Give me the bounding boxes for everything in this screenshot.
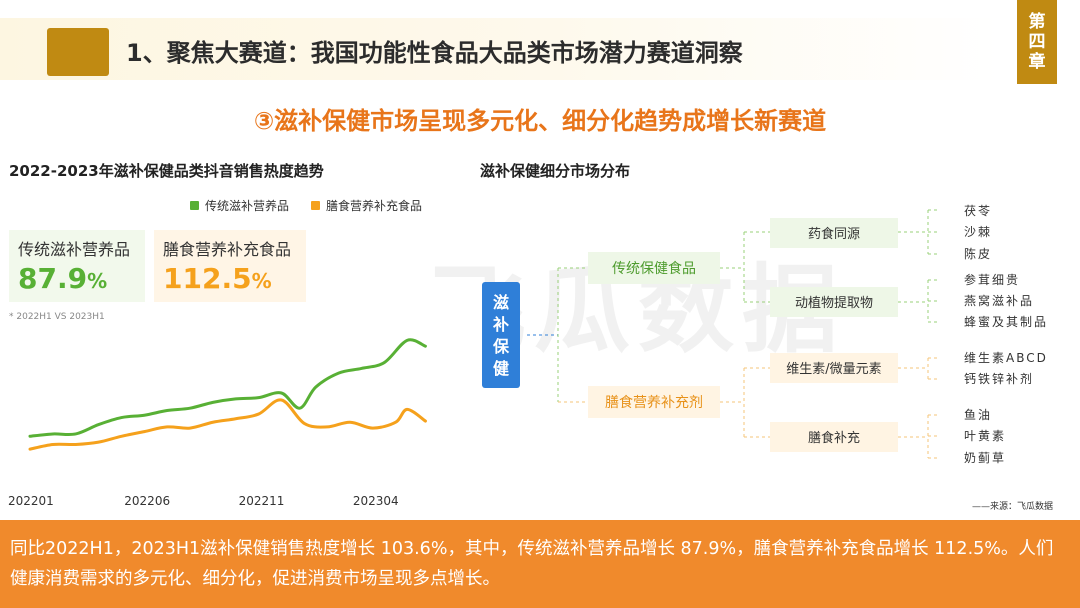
- tree-leaf: 钙铁锌补剂: [964, 371, 1034, 386]
- chart-legend: 传统滋补营养品 膳食营养补充食品: [190, 197, 422, 214]
- section-subtitle: ③滋补保健市场呈现多元化、细分化趋势成增长新赛道: [253, 107, 827, 135]
- connector-leaves-1: [898, 209, 940, 255]
- tree-root-char: 保: [492, 337, 510, 356]
- stat-value: 87.9%: [18, 262, 108, 295]
- tree-child-node: [770, 218, 898, 248]
- tree-leaf: 沙棘: [964, 225, 992, 239]
- tree-leaf: 叶黄素: [964, 429, 1006, 443]
- tree-child-node: [770, 287, 898, 317]
- tree-leaf: 陈皮: [964, 246, 992, 261]
- stat-card-traditional: 传统滋补营养品 87.9%: [9, 230, 145, 302]
- tree-leaf: 参茸细贵: [964, 272, 1020, 287]
- tree-leaf: 茯苓: [964, 204, 992, 218]
- x-tick-label: 202201: [8, 494, 54, 508]
- series-line-traditional: [28, 338, 427, 438]
- tree-root-char: 滋: [493, 293, 509, 312]
- legend-swatch-orange: [311, 201, 321, 210]
- x-tick-label: 202211: [239, 494, 285, 508]
- summary-band: 同比2022H1，2023H1滋补保健销售热度增长 103.6%，其中，传统滋补…: [0, 520, 1080, 608]
- x-tick-label: 202304: [353, 494, 399, 508]
- tree-leaf: 燕窝滋补品: [964, 293, 1034, 308]
- compare-note: * 2022H1 VS 2023H1: [9, 312, 105, 322]
- tree-title: 滋补保健细分市场分布: [480, 162, 631, 180]
- tree-root-char: 健: [493, 359, 509, 378]
- tree-leaf: 蜂蜜及其制品: [964, 314, 1048, 329]
- source-note: ——来源：飞瓜数据: [972, 502, 1054, 512]
- tree-root-node: [482, 282, 520, 388]
- legend-label: 传统滋补营养品: [205, 199, 290, 213]
- tree-child-label: 维生素/微量元素: [786, 362, 881, 377]
- tree-child-node: [770, 422, 898, 452]
- header-accent-block: [47, 28, 109, 76]
- tree-branch-label: 膳食营养补充剂: [605, 394, 703, 411]
- x-tick-label: 202206: [124, 494, 170, 508]
- trend-line-chart: 202201 202206 202211 202304: [8, 338, 427, 508]
- connector-leaves-2: [898, 279, 940, 323]
- legend-item-traditional: 传统滋补营养品: [190, 197, 289, 214]
- legend-swatch-green: [190, 201, 199, 210]
- legend-item-dietary: 膳食营养补充食品: [311, 197, 422, 214]
- tree-child-node: [770, 353, 898, 383]
- series-line-dietary: [28, 398, 427, 451]
- tree-branch-label: 传统保健食品: [612, 260, 696, 277]
- tree-child-label: 药食同源: [808, 226, 860, 242]
- legend-label: 膳食营养补充食品: [326, 199, 423, 213]
- stat-label: 膳食营养补充食品: [163, 240, 292, 259]
- tree-leaf: 鱼油: [964, 408, 992, 422]
- tree-branch-node-traditional: [588, 252, 720, 284]
- chart-title: 2022-2023年滋补保健品类抖音销售热度趋势: [9, 162, 324, 180]
- stat-value: 112.5%: [163, 262, 272, 295]
- tree-branch-node-dietary: [588, 386, 720, 418]
- connector-leaves-3: [898, 357, 940, 380]
- tree-leaf: 奶蓟草: [964, 451, 1006, 465]
- stat-label: 传统滋补营养品: [18, 240, 131, 259]
- stat-card-dietary: 膳食营养补充食品 112.5%: [154, 230, 306, 302]
- connector-leaves-4: [898, 414, 940, 459]
- tree-child-label: 膳食补充: [808, 430, 860, 446]
- market-tree-diagram: 滋 补 保 健 传统保健食品 膳食营养补充剂 药食同源 动植物提取物 维生素/微…: [482, 204, 1048, 465]
- header-band: [0, 18, 1000, 80]
- tree-root-char: 补: [492, 315, 509, 334]
- chapter-tab: 第四章: [1017, 0, 1057, 84]
- page-title: 1、聚焦大赛道：我国功能性食品大品类市场潜力赛道洞察: [126, 39, 743, 67]
- tree-leaf: 维生素ABCD: [964, 351, 1048, 365]
- tree-child-label: 动植物提取物: [795, 295, 873, 311]
